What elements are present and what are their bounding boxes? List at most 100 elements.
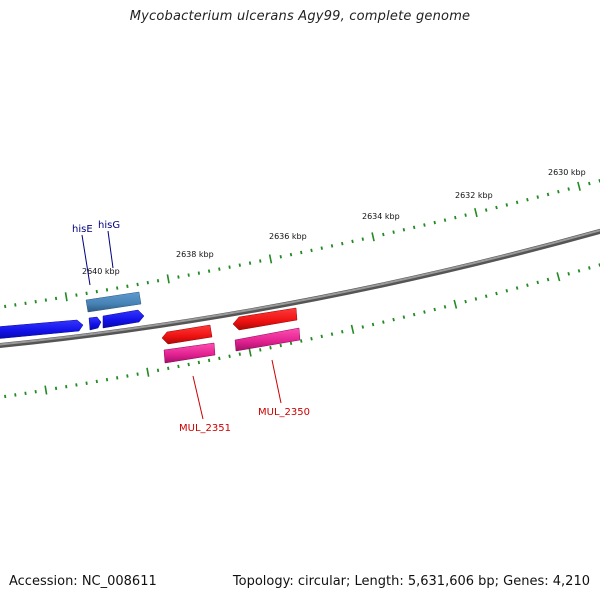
major-tick [248, 347, 252, 357]
minor-tick [423, 310, 426, 314]
minor-tick [464, 213, 467, 217]
minor-tick [95, 289, 98, 294]
gene-label-mul2350[interactable]: MUL_2350 [258, 407, 310, 418]
minor-tick [146, 280, 149, 285]
minor-tick [197, 271, 201, 275]
minor-tick [412, 225, 416, 230]
major-tick [556, 272, 561, 282]
minor-tick [218, 267, 221, 271]
forward-cds-arrow-left[interactable] [0, 319, 84, 339]
minor-tick [95, 379, 98, 384]
major-tick [577, 181, 581, 191]
minor-tick [177, 275, 180, 279]
minor-tick [515, 286, 519, 290]
major-tick [64, 292, 68, 302]
reverse-gene-bar-mul2350[interactable] [234, 327, 301, 352]
minor-tick [526, 197, 529, 202]
minor-tick [126, 374, 129, 378]
minor-tick [341, 241, 344, 246]
accession-text: Accession: NC_008611 [9, 574, 157, 589]
minor-tick [505, 288, 509, 293]
reverse-gene-bar-mul2351[interactable] [163, 342, 216, 364]
minor-tick [382, 232, 385, 237]
minor-tick [320, 246, 323, 250]
minor-tick [85, 381, 88, 385]
minor-tick [238, 263, 241, 267]
minor-tick [300, 250, 303, 255]
major-tick [268, 254, 273, 264]
minor-tick [279, 343, 282, 348]
major-tick [371, 232, 375, 242]
major-tick [146, 367, 150, 377]
minor-tick [34, 389, 37, 394]
minor-tick [515, 200, 519, 205]
minor-tick [259, 259, 262, 263]
minor-tick [105, 377, 109, 382]
minor-tick [454, 215, 457, 220]
minor-tick [136, 282, 139, 287]
minor-tick [557, 189, 560, 194]
forward-cds-arrow-hisg[interactable] [102, 309, 145, 329]
minor-tick [218, 356, 221, 361]
major-tick [474, 208, 478, 218]
minor-tick [269, 345, 272, 350]
gene-label-hise[interactable]: hisE [72, 224, 93, 235]
forward-cds-arrow-hise[interactable] [88, 316, 102, 331]
minor-tick [289, 341, 293, 346]
minor-tick [433, 220, 436, 225]
forward-gene-bar-hisg[interactable] [85, 291, 142, 313]
minor-tick [567, 272, 570, 276]
minor-tick [228, 265, 231, 269]
map-title: Mycobacterium ulcerans Agy99, complete g… [129, 9, 471, 24]
minor-tick [116, 376, 119, 380]
minor-tick [474, 297, 478, 301]
minor-tick [423, 223, 426, 227]
scale-label-2636: 2636 kbp [269, 232, 307, 241]
minor-tick [238, 352, 242, 356]
minor-tick [105, 288, 109, 292]
scale-label-2638: 2638 kbp [176, 250, 214, 259]
scale-label-2640: 2640 kbp [82, 267, 120, 276]
scale-label-2632: 2632 kbp [455, 191, 493, 200]
major-tick [166, 274, 170, 284]
minor-tick [588, 181, 591, 186]
reverse-cds-arrow-mul2351[interactable] [161, 324, 213, 345]
minor-tick [526, 283, 529, 287]
gene-label-mul2351[interactable]: MUL_2351 [179, 423, 231, 434]
minor-tick [402, 228, 406, 232]
minor-tick [361, 325, 365, 329]
minor-tick [34, 299, 37, 304]
minor-tick [330, 332, 334, 336]
minor-tick [197, 360, 201, 365]
minor-tick [330, 244, 334, 248]
minor-tick [279, 255, 282, 259]
minor-tick [505, 203, 509, 207]
minor-tick [320, 334, 323, 339]
leader-line-mul2350 [271, 359, 282, 404]
minor-tick [75, 383, 78, 387]
minor-tick [577, 269, 581, 273]
minor-tick [546, 192, 550, 197]
outer-scale-ticks [4, 179, 600, 309]
genome-backbone-highlight [0, 229, 600, 346]
minor-tick [371, 322, 375, 327]
minor-tick [443, 305, 447, 309]
minor-tick [536, 280, 540, 285]
minor-tick [567, 187, 570, 191]
minor-tick [54, 296, 58, 301]
forward-strand-features [0, 291, 145, 339]
minor-tick [207, 358, 211, 363]
minor-tick [433, 307, 436, 312]
minor-tick [85, 291, 88, 296]
major-tick [44, 385, 48, 395]
minor-tick [167, 366, 170, 371]
leader-line-hisg [107, 230, 114, 269]
major-tick [350, 324, 355, 334]
minor-tick [310, 336, 313, 341]
reverse-cds-arrow-mul2350[interactable] [232, 307, 298, 331]
minor-tick [300, 339, 303, 343]
minor-tick [207, 269, 211, 273]
gene-label-hisg[interactable]: hisG [98, 220, 120, 231]
minor-tick [126, 284, 129, 289]
